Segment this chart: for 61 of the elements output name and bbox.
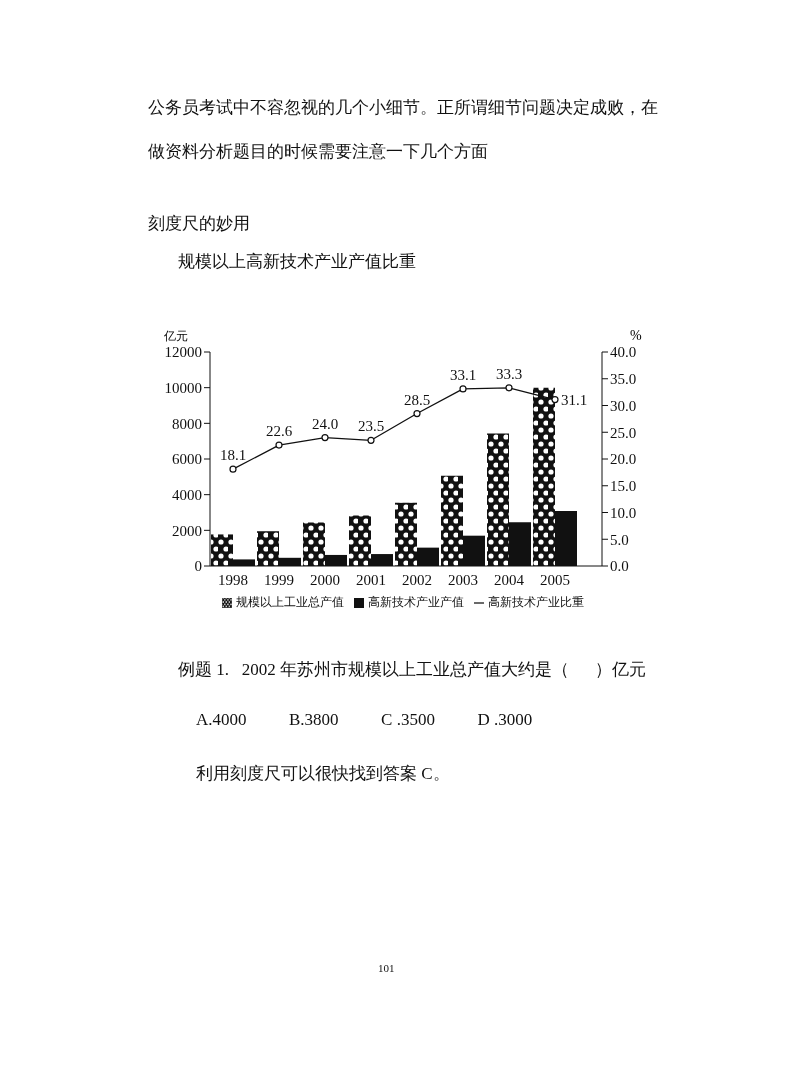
legend-label: 高新技术产业产值 bbox=[368, 595, 464, 609]
text: 做资料分析题目的时候需要注意一下几个方面 bbox=[148, 141, 489, 163]
y2-tick-label: 35.0 bbox=[610, 371, 637, 388]
text: 利用刻度尺可以很快找到答案 C。 bbox=[195, 763, 451, 785]
y2-tick-label: 15.0 bbox=[610, 478, 637, 495]
y2-axis-title: % bbox=[630, 328, 642, 344]
bar bbox=[487, 433, 509, 566]
bar bbox=[303, 522, 325, 566]
point bbox=[229, 465, 237, 473]
x-tick-label: 2002 bbox=[402, 571, 432, 588]
chart-title: 规模以上高新技术产业产值比重 bbox=[177, 251, 417, 273]
y-tick-label: 0 bbox=[194, 558, 202, 575]
bar bbox=[349, 515, 371, 566]
y-tick-label: 8000 bbox=[172, 415, 202, 432]
y2-tick-label: 25.0 bbox=[610, 424, 637, 441]
text: A.4000 B.3800 C .3500 D .3000 bbox=[195, 710, 534, 731]
data-label: 23.5 bbox=[357, 418, 385, 435]
y2-tick-label: 0.0 bbox=[610, 558, 629, 575]
point bbox=[551, 396, 559, 404]
point bbox=[367, 436, 375, 444]
data-label: 28.5 bbox=[403, 391, 431, 408]
text: 刻度尺的妙用 bbox=[148, 213, 251, 235]
data-label: 33.1 bbox=[449, 366, 477, 383]
text: 101 bbox=[377, 962, 396, 974]
legend-label: 高新技术产业比重 bbox=[488, 595, 584, 609]
y-tick-label: 10000 bbox=[164, 379, 202, 396]
point bbox=[413, 409, 421, 418]
y-tick-label: 4000 bbox=[172, 486, 202, 503]
legend-label: 规模以上工业总产值 bbox=[236, 595, 344, 609]
point bbox=[459, 385, 467, 393]
point bbox=[505, 384, 513, 392]
x-tick-label: 2005 bbox=[540, 571, 570, 588]
y2-tick-label: 5.0 bbox=[610, 531, 629, 548]
x-tick-label: 1999 bbox=[264, 571, 294, 588]
bar bbox=[441, 475, 463, 566]
y-tick-label: 6000 bbox=[172, 451, 202, 468]
y-axis-title: 亿元 bbox=[164, 328, 188, 345]
bar bbox=[533, 387, 555, 566]
y2-tick-label: 30.0 bbox=[610, 397, 637, 414]
data-label: 18.1 bbox=[219, 447, 247, 464]
data-label: 33.3 bbox=[495, 365, 523, 382]
bar bbox=[211, 534, 233, 566]
text: 例题 1. 2002 年苏州市规模以上工业总产值大约是（ ）亿元 bbox=[177, 659, 647, 681]
x-tick-label: 2003 bbox=[448, 571, 478, 588]
x-tick-label: 2001 bbox=[356, 571, 386, 588]
text: 公务员考试中不容忽视的几个小细节。正所谓细节问题决定成败，在 bbox=[148, 97, 659, 119]
point bbox=[321, 434, 329, 442]
x-tick-label: 2000 bbox=[310, 571, 340, 588]
data-label: 31.1 bbox=[561, 391, 588, 408]
bar bbox=[395, 502, 417, 566]
y2-tick-label: 40.0 bbox=[610, 344, 637, 361]
y2-tick-label: 10.0 bbox=[610, 504, 637, 521]
y2-tick-label: 20.0 bbox=[610, 451, 637, 468]
y-tick-label: 12000 bbox=[164, 344, 202, 361]
point bbox=[275, 441, 283, 449]
data-label: 22.6 bbox=[265, 423, 293, 440]
data-label: 24.0 bbox=[311, 415, 339, 432]
x-tick-label: 1998 bbox=[218, 571, 248, 588]
bar bbox=[257, 531, 279, 566]
x-tick-label: 2004 bbox=[494, 571, 525, 588]
y-tick-label: 2000 bbox=[172, 522, 202, 539]
